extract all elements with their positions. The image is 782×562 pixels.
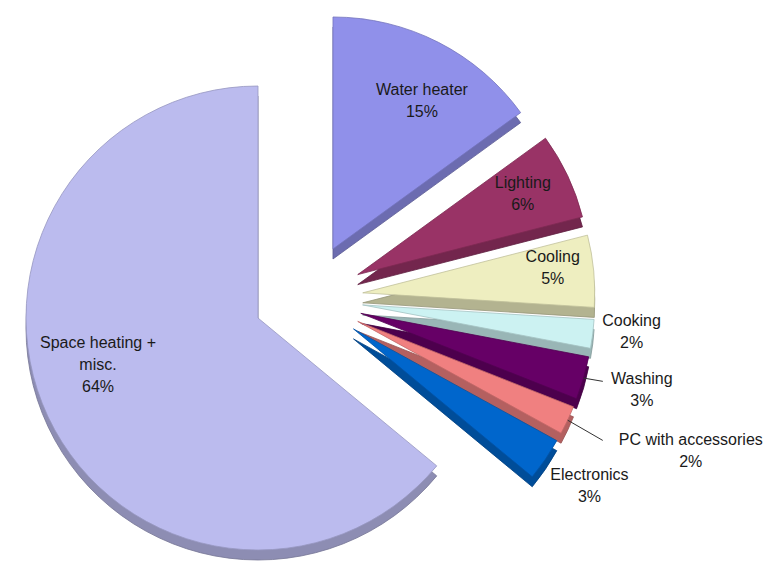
slice-value: 2% xyxy=(679,453,702,470)
slice-value: 2% xyxy=(620,334,643,351)
slice-value: 3% xyxy=(630,392,653,409)
slice-label: Electronics xyxy=(550,466,628,483)
slices xyxy=(26,17,595,560)
slice-label: Space heating +misc. xyxy=(40,334,156,373)
slice-label: Cooking xyxy=(602,312,661,329)
pie-slice xyxy=(363,235,595,307)
slice-label: PC with accessories xyxy=(619,431,763,448)
slice-value: 15% xyxy=(406,103,438,120)
leader-line xyxy=(584,378,603,381)
slice-value: 6% xyxy=(511,196,534,213)
slice-value: 64% xyxy=(82,378,114,395)
chart-container: Water heater 15% Lighting 6% Cooling 5% Cookin… xyxy=(0,0,782,562)
slice-label: Lighting xyxy=(495,174,551,191)
slice-label: Cooling xyxy=(526,248,580,265)
leader-line xyxy=(568,420,603,440)
pie-slice xyxy=(358,138,583,274)
slice-label: Washing xyxy=(611,370,673,387)
slice-label: Water heater xyxy=(376,81,469,98)
pie-slice xyxy=(26,86,437,550)
labels: Water heater 15% Lighting 6% Cooling 5% Cookin… xyxy=(40,81,763,505)
slice-value: 5% xyxy=(541,270,564,287)
chart-svg: Water heater 15% Lighting 6% Cooling 5% Cookin… xyxy=(0,0,782,562)
slice-value: 3% xyxy=(578,488,601,505)
